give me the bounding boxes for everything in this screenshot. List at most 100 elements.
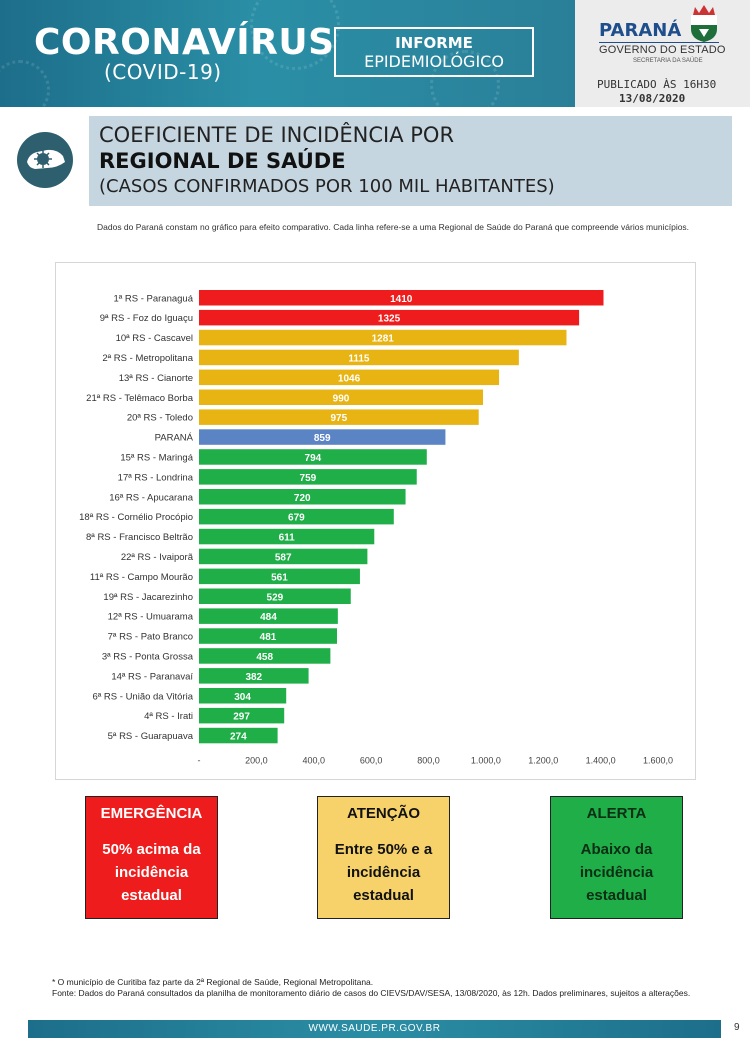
chart-bar <box>199 688 287 704</box>
category-label: 12ª RS - Umuarama <box>108 612 194 623</box>
category-label: 18ª RS - Cornélio Procópio <box>79 512 193 523</box>
category-label: 19ª RS - Jacarezinho <box>103 592 193 603</box>
chart-bar <box>199 548 368 565</box>
category-label: 17ª RS - Londrina <box>118 472 194 483</box>
x-tick-label: 1.200,0 <box>528 756 558 766</box>
legend-line: estadual <box>586 887 647 904</box>
category-label: 10ª RS - Cascavel <box>116 333 193 344</box>
state-name: PARANÁ <box>599 20 682 41</box>
chart-bar <box>199 648 331 664</box>
footer-banner: WWW.SAUDE.PR.GOV.BR <box>28 1020 721 1038</box>
x-tick-label: 600,0 <box>360 756 383 766</box>
legend-line: estadual <box>121 887 182 904</box>
category-label: 5ª RS - Guarapuava <box>108 731 194 742</box>
virus-decoration <box>250 0 340 70</box>
chart-bar <box>199 290 604 306</box>
chart-bar <box>199 469 417 485</box>
x-tick-label: 400,0 <box>302 756 325 766</box>
legend-description: Abaixo da incidência estadual <box>551 838 682 907</box>
data-label: 859 <box>314 433 331 444</box>
category-label: 6ª RS - União da Vitória <box>92 691 193 702</box>
chart-bar <box>199 668 309 684</box>
chart-note: Dados do Paraná constam no gráfico para … <box>97 222 690 232</box>
category-label: 14ª RS - Paranavaí <box>111 671 193 682</box>
chart-bar <box>199 568 360 585</box>
chart-bar <box>199 349 519 366</box>
legend-title: ALERTA <box>586 805 647 822</box>
category-label: 1ª RS - Paranaguá <box>113 293 193 304</box>
data-label: 484 <box>260 612 277 623</box>
legend-description: 50% acima da incidência estadual <box>86 838 217 907</box>
chart-bar <box>199 628 337 644</box>
published-time: PUBLICADO ÀS 16H30 <box>597 78 717 91</box>
category-label: 20ª RS - Toledo <box>127 413 193 424</box>
legend-line: Abaixo da <box>580 841 653 858</box>
chart-bar <box>199 727 278 744</box>
x-tick-label: 1.400,0 <box>586 756 616 766</box>
legend-line: incidência <box>114 864 189 881</box>
category-label: 2ª RS - Metropolitana <box>102 353 193 364</box>
chart-bar <box>199 707 285 724</box>
footer-url[interactable]: WWW.SAUDE.PR.GOV.BR <box>308 1023 441 1034</box>
x-tick-label: 200,0 <box>245 756 268 766</box>
footnote-curitiba: * O município de Curitiba faz parte da 2… <box>52 977 374 987</box>
section-title-line2: REGIONAL DE SAÚDE <box>99 149 346 173</box>
chart-bar <box>199 429 446 445</box>
data-label: 611 <box>279 533 296 544</box>
virus-decoration <box>0 60 50 107</box>
legend-line: 50% acima da <box>102 841 201 858</box>
data-label: 529 <box>267 592 284 603</box>
parana-map-virus-icon <box>17 132 73 188</box>
government-logo-panel: PARANÁ GOVERNO DO ESTADO SECRETARIA DA S… <box>575 0 750 107</box>
data-label: 1115 <box>348 353 370 364</box>
footnotes: * O município de Curitiba faz parte da 2… <box>52 977 712 998</box>
data-label: 274 <box>230 732 247 743</box>
category-label: PARANÁ <box>155 433 194 444</box>
section-title-line1: COEFICIENTE DE INCIDÊNCIA POR <box>99 123 455 147</box>
data-label: 297 <box>233 712 250 723</box>
category-label: 9ª RS - Foz do Iguaçu <box>100 313 193 324</box>
data-label: 720 <box>294 493 311 504</box>
legend-alerta: ALERTA Abaixo da incidência estadual <box>550 796 683 919</box>
chart-bar <box>199 369 500 386</box>
legend-line: Entre 50% e a <box>334 841 433 858</box>
x-tick-label: 1.000,0 <box>471 756 501 766</box>
data-label: 382 <box>245 672 262 683</box>
logo-divider <box>599 42 719 43</box>
government-label: GOVERNO DO ESTADO <box>599 44 726 56</box>
page-number: 9 <box>734 1022 740 1033</box>
data-label: 1410 <box>390 294 413 305</box>
legend-emergencia: EMERGÊNCIA 50% acima da incidência estad… <box>85 796 218 919</box>
coat-of-arms-icon <box>691 5 717 42</box>
data-label: 990 <box>333 393 350 404</box>
legend-atencao: ATENÇÃO Entre 50% e a incidência estadua… <box>317 796 450 919</box>
data-label: 304 <box>234 692 251 703</box>
chart-bar <box>199 528 375 545</box>
data-label: 759 <box>300 473 317 484</box>
category-label: 21ª RS - Telêmaco Borba <box>86 393 194 404</box>
chart-svg: 1ª RS - Paranaguá 1410 9ª RS - Foz do Igua… <box>79 290 673 766</box>
legend-title: ATENÇÃO <box>346 805 421 822</box>
data-label: 1325 <box>378 314 401 325</box>
informe-line2: EPIDEMIOLÓGICO <box>364 52 504 71</box>
legend-line: estadual <box>353 887 414 904</box>
data-label: 1046 <box>338 373 361 384</box>
category-label: 7ª RS - Pato Branco <box>108 632 193 643</box>
chart-bar <box>199 489 406 505</box>
legend-line: incidência <box>579 864 654 881</box>
chart-bar <box>199 608 338 624</box>
data-label: 679 <box>288 513 305 524</box>
chart-bar <box>199 309 580 326</box>
x-tick-label: 800,0 <box>417 756 440 766</box>
header-title: CORONAVÍRUS <box>34 22 335 63</box>
data-label: 481 <box>260 632 277 643</box>
informe-badge: INFORME EPIDEMIOLÓGICO <box>334 27 534 77</box>
x-tick-label: 1.600,0 <box>643 756 673 766</box>
legend-description: Entre 50% e a incidência estadual <box>318 838 449 907</box>
data-label: 587 <box>275 552 292 563</box>
chart-bar <box>199 389 484 405</box>
footnote-source: Fonte: Dados do Paraná consultados da pl… <box>52 987 691 998</box>
header-banner: CORONAVÍRUS (COVID-19) INFORME EPIDEMIOL… <box>0 0 575 107</box>
legend-line: incidência <box>346 864 421 881</box>
incidence-bar-chart: 1ª RS - Paranaguá 1410 9ª RS - Foz do Igua… <box>55 262 696 780</box>
